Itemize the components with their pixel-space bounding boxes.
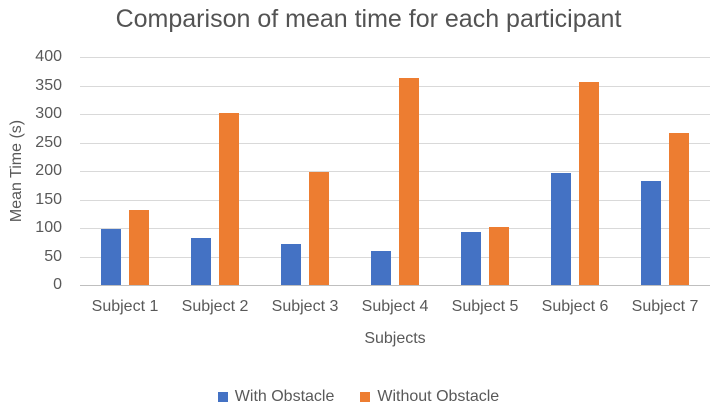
x-tick-label: Subject 4 <box>361 298 429 315</box>
bar-with-obstacle-subject-7 <box>641 180 661 285</box>
gridline <box>80 57 710 58</box>
legend-item-with-obstacle: With Obstacle <box>217 388 335 406</box>
gridline <box>80 114 710 115</box>
x-tick-label: Subject 7 <box>631 298 699 315</box>
bar-with-obstacle-subject-4 <box>371 251 391 285</box>
bar-with-obstacle-subject-1 <box>101 229 121 285</box>
x-tick-label: Subject 3 <box>271 298 339 315</box>
bar-with-obstacle-subject-5 <box>461 232 481 285</box>
legend-item-without-obstacle: Without Obstacle <box>360 388 499 406</box>
chart-title: Comparison of mean time for each partici… <box>115 5 622 33</box>
bar-with-obstacle-subject-2 <box>191 238 211 285</box>
legend-swatch-icon <box>217 392 228 402</box>
y-tick-label: 0 <box>53 276 62 293</box>
gridline <box>80 199 710 201</box>
x-tick-label: Subject 6 <box>541 298 609 315</box>
bar-without-obstacle-subject-4 <box>399 78 419 285</box>
bar-without-obstacle-subject-6 <box>579 82 599 285</box>
gridline <box>80 228 710 229</box>
legend-swatch-icon <box>360 392 371 402</box>
gridline <box>80 142 710 144</box>
plot-area <box>80 57 710 286</box>
gridline <box>80 85 710 87</box>
x-axis-title: Subjects <box>364 330 426 347</box>
x-tick-label: Subject 5 <box>451 298 519 315</box>
gridline <box>80 171 710 172</box>
y-tick-label: 200 <box>35 162 62 179</box>
bar-without-obstacle-subject-3 <box>309 172 329 285</box>
bar-without-obstacle-subject-1 <box>129 210 149 285</box>
y-tick-label: 350 <box>35 76 62 94</box>
y-tick-label: 150 <box>35 190 62 208</box>
gridline <box>80 256 710 258</box>
legend-label: With Obstacle <box>234 388 335 405</box>
bar-with-obstacle-subject-3 <box>281 243 301 285</box>
x-tick-label: Subject 2 <box>181 298 249 315</box>
bar-with-obstacle-subject-6 <box>551 172 571 285</box>
x-axis-line <box>80 285 710 286</box>
y-tick-label: 100 <box>35 219 62 236</box>
legend: With Obstacle Without Obstacle <box>0 388 717 406</box>
y-tick-label: 250 <box>35 133 62 151</box>
x-tick-label: Subject 1 <box>91 298 159 315</box>
bar-without-obstacle-subject-2 <box>219 112 239 285</box>
y-tick-label: 300 <box>35 105 62 122</box>
bar-without-obstacle-subject-5 <box>489 227 509 285</box>
bar-without-obstacle-subject-7 <box>669 133 689 285</box>
y-tick-label: 50 <box>44 247 62 265</box>
legend-label: Without Obstacle <box>377 388 500 405</box>
y-tick-label: 400 <box>35 48 62 65</box>
